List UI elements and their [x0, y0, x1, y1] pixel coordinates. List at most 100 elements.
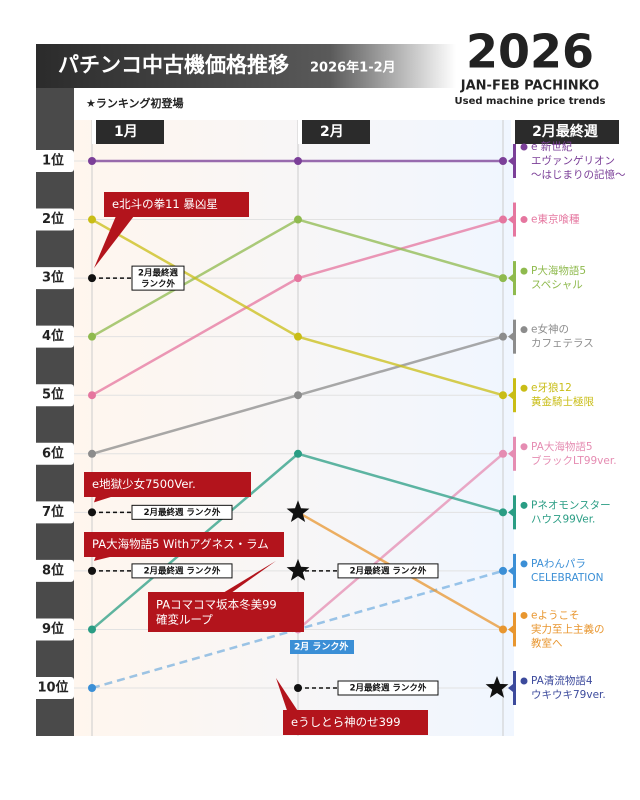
legend-pointer: [508, 625, 513, 634]
callout-tail: [94, 556, 114, 561]
column-header: 2月: [320, 124, 344, 140]
rank-label: 3位: [42, 270, 64, 286]
series-point: [88, 215, 96, 224]
series-point: [294, 391, 302, 400]
legend-dot: [520, 443, 528, 451]
legend-dot: [520, 143, 528, 151]
series-point: [294, 449, 302, 458]
rank-label: 1位: [42, 153, 64, 169]
legend-label: e女神のカフェテラス: [531, 323, 594, 350]
legend-label: e牙狼12 黄金騎士極限: [531, 381, 594, 408]
rank-label: 4位: [42, 328, 64, 344]
gap-note-box: [290, 640, 354, 654]
column-header-box: [92, 120, 164, 144]
column-header: 1月: [114, 124, 138, 140]
legend-pointer: [508, 274, 513, 283]
rank-label: 10位: [37, 680, 68, 696]
series-point: [499, 332, 507, 341]
series-point: [88, 157, 96, 165]
callout-box: [84, 472, 251, 497]
rank-label-bg: [32, 325, 74, 348]
legend-bar: [513, 319, 516, 354]
callout-box: [148, 592, 304, 632]
legend-dot: [520, 611, 528, 619]
legend-label: PAわんパラ CELEBRATION: [531, 558, 604, 584]
dropout-note: 2月最終週 ランク外: [144, 507, 221, 518]
legend-label: PA清流物語4 ウキウキ79ver.: [531, 674, 606, 701]
column-header-mark: [298, 120, 302, 144]
callout-label: eうしとら神のせ399: [291, 715, 401, 729]
legend-label: Pネオモンスターハウス99Ver.: [531, 499, 611, 525]
series-line: [297, 452, 504, 631]
legend-pointer: [508, 566, 513, 575]
rank-label: 2位: [42, 211, 64, 227]
series-point: [294, 215, 302, 224]
legend-bar: [513, 144, 516, 178]
brand-line1: JAN-FEB PACHINKO: [460, 79, 599, 94]
dropout-note-box: [131, 265, 185, 291]
dropout-point: [88, 274, 96, 283]
column-header-box: [298, 120, 370, 144]
series-point: [294, 157, 302, 165]
column-header-mark: [511, 120, 515, 144]
callout-label: e地獄少女7500Ver.: [92, 477, 196, 491]
series-point: [499, 449, 507, 458]
column-header: 2月最終週: [532, 123, 598, 140]
dropout-note: 2月最終週 ランク外: [350, 683, 427, 694]
callout-tail: [94, 216, 134, 269]
series-point: [294, 274, 302, 283]
callout-box: [84, 532, 284, 557]
debut-star: [485, 676, 509, 698]
legend-pointer: [508, 508, 513, 517]
legend-pointer: [508, 684, 513, 692]
series-point: [294, 332, 302, 341]
series-point: [88, 391, 96, 400]
callout-label: PA大海物語5 Withアグネス・ラム: [92, 537, 269, 551]
legend-dot: [520, 560, 528, 568]
legend-pointer: [508, 215, 513, 224]
legend-label: PA大海物語5 ブラックLT99ver.: [531, 440, 617, 467]
series-point: [499, 215, 507, 224]
rank-label-bg: [32, 384, 74, 407]
legend-pointer: [508, 391, 513, 400]
callout-box: [104, 192, 249, 217]
callout-label: e北斗の拳11 暴凶星: [112, 197, 218, 211]
brand-line2: Used machine price trends: [455, 96, 606, 107]
legend-pointer: [508, 157, 513, 165]
legend-dot: [520, 216, 528, 224]
column-header-box: [511, 120, 619, 144]
dropout-note-box: [131, 504, 233, 520]
series-point: [499, 274, 507, 283]
gap-note: 2月 ランク外: [294, 641, 348, 653]
legend-label: P大海物語5 スペシャル: [531, 264, 586, 291]
rank-label-bg: [32, 559, 74, 582]
legend-bar: [513, 378, 516, 413]
series-point: [499, 391, 507, 400]
legend-bar: [513, 553, 516, 588]
dropout-note: 2月最終週ランク外: [138, 267, 178, 289]
rank-label-bg: [32, 618, 74, 641]
brand-year: 2026: [466, 25, 594, 79]
dropout-note-box: [337, 680, 439, 696]
legend-bar: [513, 495, 516, 530]
dropout-note-box: [131, 563, 233, 579]
series-point: [499, 625, 507, 634]
dropout-point: [88, 566, 96, 575]
dropout-point: [88, 508, 96, 517]
legend-dot: [520, 326, 528, 334]
rank-label-bg: [32, 150, 74, 172]
dropout-note: 2月最終週 ランク外: [144, 565, 221, 576]
subtitle: 2026年1-2月: [310, 60, 396, 76]
rank-label: 5位: [42, 387, 64, 403]
legend-dot: [520, 384, 528, 392]
star-note: ★ランキング初登場: [86, 96, 184, 110]
legend-bar: [513, 436, 516, 471]
debut-star: [286, 558, 310, 581]
legend-dot: [520, 267, 528, 275]
rank-label-bg: [32, 442, 74, 465]
callout-tail: [94, 496, 114, 503]
legend-bar: [513, 671, 516, 705]
callout-label: PAコマコマ坂本冬美99 確変ループ: [156, 597, 277, 626]
legend-bar: [513, 261, 516, 296]
